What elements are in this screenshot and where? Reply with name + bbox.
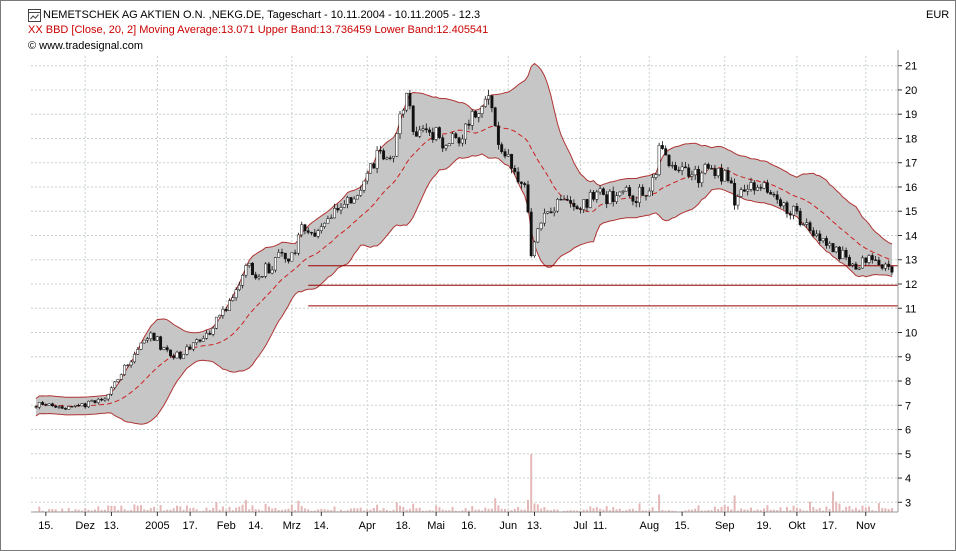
svg-text:15: 15 bbox=[905, 206, 917, 218]
svg-text:Sep: Sep bbox=[715, 520, 735, 532]
svg-text:Aug: Aug bbox=[640, 520, 660, 532]
svg-text:5: 5 bbox=[905, 449, 911, 461]
svg-text:13.: 13. bbox=[527, 520, 542, 532]
svg-text:18.: 18. bbox=[396, 520, 411, 532]
svg-text:8: 8 bbox=[905, 376, 911, 388]
grid-layer bbox=[31, 56, 898, 512]
svg-text:15.: 15. bbox=[674, 520, 689, 532]
svg-text:17.: 17. bbox=[182, 520, 197, 532]
support-layer bbox=[308, 265, 898, 307]
svg-text:19.: 19. bbox=[756, 520, 771, 532]
svg-text:7: 7 bbox=[905, 400, 911, 412]
candles-layer bbox=[34, 89, 894, 410]
svg-text:Nov: Nov bbox=[856, 520, 876, 532]
band-layer bbox=[35, 62, 893, 425]
svg-text:3: 3 bbox=[905, 497, 911, 509]
svg-text:12: 12 bbox=[905, 279, 917, 291]
volume-layer bbox=[35, 454, 893, 512]
svg-text:14.: 14. bbox=[314, 520, 329, 532]
svg-text:11.: 11. bbox=[593, 520, 607, 532]
svg-text:4: 4 bbox=[905, 473, 911, 485]
axes-layer: 21 20 19 18 17 16 15 14 13 12 11 10 9 8 7 6 5 4 3 15. Dez 13.… bbox=[31, 50, 917, 532]
svg-text:Mai: Mai bbox=[427, 520, 445, 532]
svg-text:16.: 16. bbox=[461, 520, 476, 532]
svg-text:20: 20 bbox=[905, 85, 917, 97]
svg-text:16: 16 bbox=[905, 182, 917, 194]
currency-axis-label: EUR bbox=[926, 9, 950, 21]
svg-text:13.: 13. bbox=[104, 520, 119, 532]
svg-text:11: 11 bbox=[905, 303, 916, 315]
svg-text:13: 13 bbox=[905, 255, 917, 267]
svg-text:Apr: Apr bbox=[359, 520, 376, 532]
svg-text:6: 6 bbox=[905, 425, 911, 437]
svg-text:Jul: Jul bbox=[573, 520, 587, 532]
chart-window-icon bbox=[28, 9, 41, 22]
svg-text:21: 21 bbox=[905, 61, 917, 73]
svg-text:17: 17 bbox=[905, 158, 917, 170]
svg-text:Dez: Dez bbox=[75, 520, 95, 532]
svg-text:10: 10 bbox=[905, 328, 917, 340]
svg-text:19: 19 bbox=[905, 109, 917, 121]
svg-text:9: 9 bbox=[905, 352, 911, 364]
svg-text:Jun: Jun bbox=[499, 520, 517, 532]
svg-text:Okt: Okt bbox=[788, 520, 805, 532]
svg-text:17.: 17. bbox=[822, 520, 837, 532]
svg-text:15.: 15. bbox=[38, 520, 53, 532]
svg-text:18: 18 bbox=[905, 133, 917, 145]
indicator-legend: XX BBD [Close, 20, 2] Moving Average:13.… bbox=[28, 24, 489, 36]
svg-text:Feb: Feb bbox=[217, 520, 236, 532]
svg-text:2005: 2005 bbox=[145, 520, 169, 532]
copyright-label: © www.tradesignal.com bbox=[28, 40, 144, 52]
chart-title: NEMETSCHEK AG AKTIEN O.N. ,NEKG.DE, Tage… bbox=[43, 9, 481, 21]
svg-text:14: 14 bbox=[905, 230, 917, 242]
svg-text:Mrz: Mrz bbox=[283, 520, 301, 532]
svg-text:14.: 14. bbox=[248, 520, 263, 532]
